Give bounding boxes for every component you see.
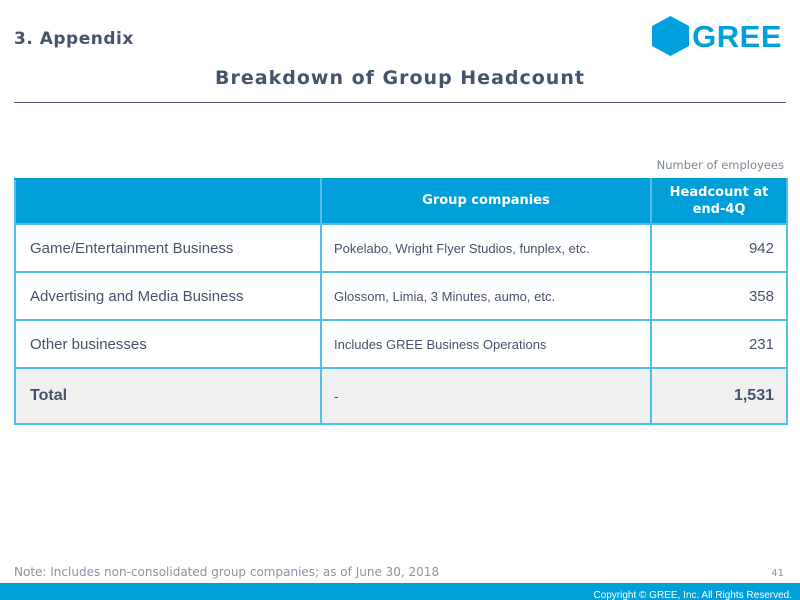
header-cell-group-companies: Group companies	[320, 178, 652, 225]
gree-logo-text: GREE	[692, 18, 782, 54]
title-divider	[14, 102, 786, 103]
headcount-cell: 358	[650, 271, 788, 321]
headcount-cell: 942	[650, 223, 788, 273]
units-label: Number of employees	[656, 158, 784, 172]
total-companies-cell: -	[320, 367, 652, 425]
headcount-table: Group companies Headcount at end-4Q Game…	[14, 178, 788, 425]
segment-cell: Game/Entertainment Business	[14, 223, 322, 273]
headcount-cell: 231	[650, 319, 788, 369]
table-row-advertising-media: Advertising and Media Business Glossom, …	[14, 271, 788, 321]
copyright-text: Copyright © GREE, Inc. All Rights Reserv…	[593, 590, 792, 600]
companies-cell: Includes GREE Business Operations	[320, 319, 652, 369]
companies-cell: Pokelabo, Wright Flyer Studios, funplex,…	[320, 223, 652, 273]
table-row-other-businesses: Other businesses Includes GREE Business …	[14, 319, 788, 369]
table-row-game-entertainment: Game/Entertainment Business Pokelabo, Wr…	[14, 223, 788, 273]
footer-bar: Copyright © GREE, Inc. All Rights Reserv…	[0, 583, 800, 600]
page-number: 41	[771, 568, 784, 579]
table-header-row: Group companies Headcount at end-4Q	[14, 178, 788, 225]
table-row-total: Total - 1,531	[14, 367, 788, 425]
header-cell-empty	[14, 178, 322, 225]
segment-cell: Other businesses	[14, 319, 322, 369]
companies-cell: Glossom, Limia, 3 Minutes, aumo, etc.	[320, 271, 652, 321]
section-heading: 3. Appendix	[14, 29, 134, 49]
total-label-cell: Total	[14, 367, 322, 425]
total-headcount-cell: 1,531	[650, 367, 788, 425]
segment-cell: Advertising and Media Business	[14, 271, 322, 321]
page-title: Breakdown of Group Headcount	[215, 67, 585, 89]
gree-hexagon-icon	[652, 16, 690, 56]
header-cell-headcount: Headcount at end-4Q	[650, 178, 788, 225]
gree-logo: GREE	[652, 16, 782, 56]
footnote: Note: Includes non-consolidated group co…	[14, 565, 440, 579]
